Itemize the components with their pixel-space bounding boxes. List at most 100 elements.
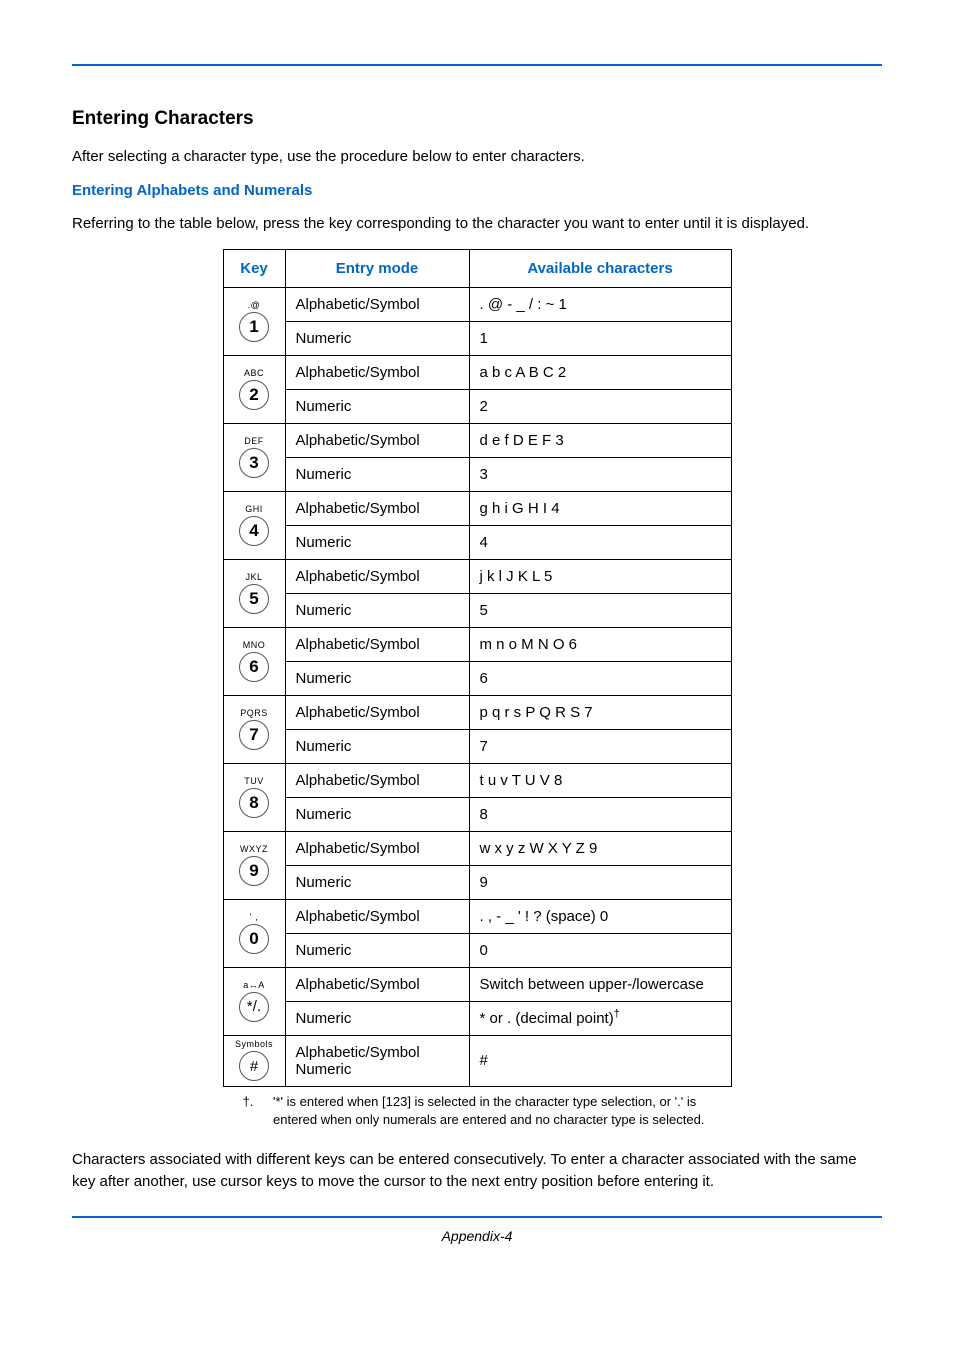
- mode-cell: Numeric: [285, 389, 469, 423]
- table-row: Numeric5: [223, 593, 731, 627]
- chars-cell: * or . (decimal point)†: [469, 1001, 731, 1035]
- table-row: Numeric9: [223, 865, 731, 899]
- mode-cell: Numeric: [285, 865, 469, 899]
- key-circle: #: [239, 1051, 269, 1081]
- table-row: a↔A*/.Alphabetic/SymbolSwitch between up…: [223, 967, 731, 1001]
- col-chars: Available characters: [469, 249, 731, 287]
- table-row: Numeric0: [223, 933, 731, 967]
- col-mode: Entry mode: [285, 249, 469, 287]
- key-cell: Symbols#: [223, 1035, 285, 1086]
- page-title: Entering Characters: [72, 108, 882, 130]
- page: Entering Characters After selecting a ch…: [0, 0, 954, 1350]
- mode-cell: Alphabetic/Symbol: [285, 763, 469, 797]
- page-footer: Appendix-4: [72, 1228, 882, 1244]
- chars-cell: t u v T U V 8: [469, 763, 731, 797]
- footnote: †. '*' is entered when [123] is selected…: [223, 1093, 731, 1129]
- table-row: Numeric7: [223, 729, 731, 763]
- key-cell: DEF 3: [223, 423, 285, 491]
- character-table: Key Entry mode Available characters .@1A…: [223, 249, 732, 1087]
- chars-cell: p q r s P Q R S 7: [469, 695, 731, 729]
- key-cell: GHI 4: [223, 491, 285, 559]
- key-cell: ' , 0: [223, 899, 285, 967]
- key-circle: */.: [239, 992, 269, 1022]
- mode-cell: Numeric: [285, 933, 469, 967]
- footnote-text: '*' is entered when [123] is selected in…: [273, 1093, 731, 1129]
- key-circle: 1: [239, 312, 269, 342]
- table-row: Numeric2: [223, 389, 731, 423]
- mode-cell: Alphabetic/Symbol: [285, 967, 469, 1001]
- footnote-mark: †.: [223, 1093, 273, 1129]
- key-circle: 4: [239, 516, 269, 546]
- key-top-label: WXYZ: [240, 845, 268, 854]
- mode-cell: Numeric: [285, 593, 469, 627]
- chars-cell: 8: [469, 797, 731, 831]
- chars-cell: j k l J K L 5: [469, 559, 731, 593]
- table-row: PQRS7Alphabetic/Symbolp q r s P Q R S 7: [223, 695, 731, 729]
- key-top-label: PQRS: [240, 709, 268, 718]
- chars-cell: 9: [469, 865, 731, 899]
- table-row: .@1Alphabetic/Symbol. @ - _ / : ~ 1: [223, 287, 731, 321]
- key-circle: 9: [239, 856, 269, 886]
- top-rule: [72, 64, 882, 66]
- table-row: TUV8Alphabetic/Symbolt u v T U V 8: [223, 763, 731, 797]
- mode-cell: Alphabetic/Symbol: [285, 831, 469, 865]
- chars-cell: #: [469, 1035, 731, 1086]
- col-key: Key: [223, 249, 285, 287]
- table-row: JKL5Alphabetic/Symbolj k l J K L 5: [223, 559, 731, 593]
- mode-cell: Numeric: [285, 729, 469, 763]
- mode-cell: Numeric: [285, 525, 469, 559]
- section-subtitle: Entering Alphabets and Numerals: [72, 182, 882, 199]
- lead-text: Referring to the table below, press the …: [72, 213, 882, 235]
- mode-cell: Alphabetic/Symbol: [285, 355, 469, 389]
- table-row: Numeric8: [223, 797, 731, 831]
- chars-cell: 4: [469, 525, 731, 559]
- table-row: Numeric* or . (decimal point)†: [223, 1001, 731, 1035]
- key-top-label: GHI: [245, 505, 263, 514]
- mode-cell: Alphabetic/Symbol: [285, 423, 469, 457]
- key-circle: 3: [239, 448, 269, 478]
- table-row: ' ,0Alphabetic/Symbol. , - _ ' ! ? (spac…: [223, 899, 731, 933]
- mode-cell: Alphabetic/Symbol: [285, 627, 469, 661]
- chars-cell: 2: [469, 389, 731, 423]
- chars-cell: 5: [469, 593, 731, 627]
- mode-cell: Alphabetic/Symbol: [285, 559, 469, 593]
- mode-cell: Alphabetic/Symbol: [285, 287, 469, 321]
- key-top-label: DEF: [244, 437, 264, 446]
- key-top-label: ' ,: [250, 913, 258, 922]
- table-row: GHI4Alphabetic/Symbolg h i G H I 4: [223, 491, 731, 525]
- table-row: WXYZ9Alphabetic/Symbolw x y z W X Y Z 9: [223, 831, 731, 865]
- chars-cell: Switch between upper-/lowercase: [469, 967, 731, 1001]
- trailing-text: Characters associated with different key…: [72, 1149, 882, 1193]
- key-cell: a↔A*/.: [223, 967, 285, 1035]
- mode-cell: Numeric: [285, 661, 469, 695]
- key-cell: ABC 2: [223, 355, 285, 423]
- key-cell: TUV 8: [223, 763, 285, 831]
- table-header-row: Key Entry mode Available characters: [223, 249, 731, 287]
- key-top-label: .@: [248, 301, 261, 310]
- chars-cell: . @ - _ / : ~ 1: [469, 287, 731, 321]
- chars-cell: 6: [469, 661, 731, 695]
- chars-cell: 1: [469, 321, 731, 355]
- key-top-label: JKL: [245, 573, 262, 582]
- key-cell: MNO6: [223, 627, 285, 695]
- chars-cell: 7: [469, 729, 731, 763]
- key-cell: JKL5: [223, 559, 285, 627]
- table-row: DEF3Alphabetic/Symbold e f D E F 3: [223, 423, 731, 457]
- chars-cell: g h i G H I 4: [469, 491, 731, 525]
- key-cell: .@ 1: [223, 287, 285, 355]
- chars-cell: w x y z W X Y Z 9: [469, 831, 731, 865]
- intro-text: After selecting a character type, use th…: [72, 146, 882, 168]
- bottom-rule: [72, 1216, 882, 1218]
- key-circle: 8: [239, 788, 269, 818]
- mode-cell: Numeric: [285, 321, 469, 355]
- key-circle: 2: [239, 380, 269, 410]
- key-top-label: ABC: [244, 369, 264, 378]
- mode-cell: Numeric: [285, 797, 469, 831]
- table-row: MNO6Alphabetic/Symbolm n o M N O 6: [223, 627, 731, 661]
- key-cell: WXYZ 9: [223, 831, 285, 899]
- key-top-label: TUV: [244, 777, 264, 786]
- chars-cell: m n o M N O 6: [469, 627, 731, 661]
- key-circle: 0: [239, 924, 269, 954]
- table-row: Numeric6: [223, 661, 731, 695]
- key-cell: PQRS7: [223, 695, 285, 763]
